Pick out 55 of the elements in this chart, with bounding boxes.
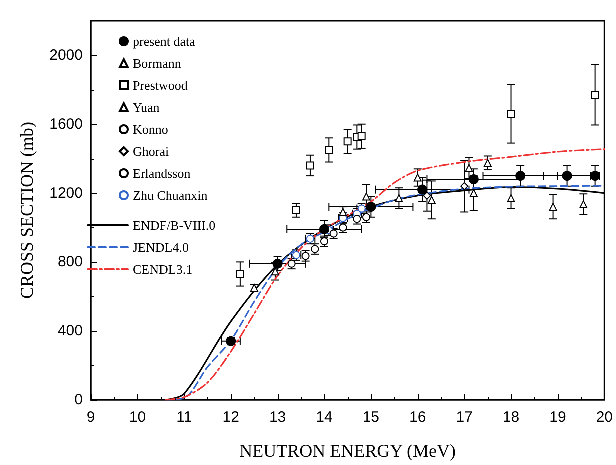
point xyxy=(549,203,558,212)
point xyxy=(306,162,314,170)
point xyxy=(507,194,516,202)
legend-label: Ghorai xyxy=(133,144,170,159)
x-tick-label: 15 xyxy=(362,409,380,426)
point xyxy=(516,171,526,182)
point xyxy=(418,184,428,195)
point xyxy=(344,138,352,146)
x-tick-label: 10 xyxy=(129,409,146,426)
point xyxy=(292,206,300,214)
point xyxy=(580,200,588,208)
y-tick-label: 2000 xyxy=(50,46,83,64)
point xyxy=(358,132,366,140)
y-tick-label: 0 xyxy=(74,392,83,408)
point xyxy=(591,91,600,100)
point xyxy=(362,192,371,201)
point xyxy=(484,159,492,168)
legend-label: JENDL4.0 xyxy=(133,240,189,255)
legend-label: Konno xyxy=(133,122,168,137)
legend-label: ENDF/B-VIII.0 xyxy=(133,218,216,233)
point xyxy=(465,164,474,172)
point xyxy=(395,194,404,202)
legend-label: Yuan xyxy=(133,100,160,115)
x-tick-label: 19 xyxy=(550,409,566,426)
point xyxy=(271,268,280,276)
y-tick-label: 1600 xyxy=(50,116,83,133)
legend-label: Erlandsson xyxy=(133,166,192,181)
y-axis-title: CROSS SECTION (mb) xyxy=(17,122,37,300)
x-tick-label: 20 xyxy=(596,409,613,426)
point xyxy=(414,174,422,182)
point xyxy=(460,182,469,190)
x-tick-label: 9 xyxy=(86,409,96,426)
x-tick-label: 12 xyxy=(222,409,240,426)
legend-label: Prestwood xyxy=(133,78,188,93)
x-tick-label: 13 xyxy=(269,409,286,426)
point xyxy=(325,146,334,154)
x-tick-label: 18 xyxy=(502,409,520,426)
y-tick-label: 800 xyxy=(58,254,83,271)
legend-label: Zhu Chuanxin xyxy=(133,188,208,203)
x-tick-label: 17 xyxy=(456,409,473,426)
legend-label: Bormann xyxy=(133,56,182,71)
x-tick-label: 11 xyxy=(176,409,192,426)
point xyxy=(423,192,432,200)
point xyxy=(428,196,436,204)
legend-label: present data xyxy=(133,34,196,49)
x-tick-label: 14 xyxy=(316,409,333,426)
x-axis-title: NEUTRON ENERGY (MeV) xyxy=(240,441,456,461)
point xyxy=(562,171,572,182)
point xyxy=(236,270,244,278)
legend-label: CENDL3.1 xyxy=(133,262,193,277)
point xyxy=(507,110,516,118)
x-tick-label: 16 xyxy=(410,409,426,426)
y-tick-label: 400 xyxy=(58,322,83,340)
point xyxy=(272,258,283,269)
y-tick-label: 1200 xyxy=(50,184,83,202)
